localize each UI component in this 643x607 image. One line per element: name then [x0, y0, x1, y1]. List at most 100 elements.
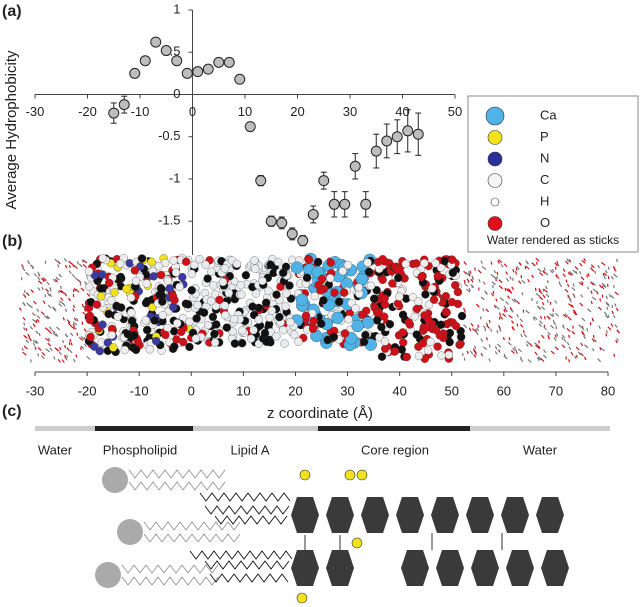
atom	[150, 316, 159, 325]
x-tick-label: 50	[444, 383, 458, 398]
water-stick	[602, 284, 607, 288]
atom	[169, 256, 178, 265]
atom	[264, 286, 273, 296]
water-stick	[550, 324, 555, 329]
water-stick	[581, 332, 586, 336]
water-stick	[23, 322, 26, 326]
water-stick	[43, 315, 49, 320]
x-tick-label: -20	[78, 104, 97, 119]
atom	[210, 290, 220, 299]
water-stick	[554, 262, 559, 267]
water-stick	[480, 338, 484, 342]
water-stick	[519, 323, 524, 328]
sugar	[436, 550, 464, 586]
atom	[424, 300, 434, 309]
atom	[273, 257, 283, 267]
x-tick-label: 30	[340, 383, 354, 398]
panel-label: (b)	[2, 233, 22, 250]
water-stick	[496, 343, 502, 348]
atom	[448, 255, 457, 264]
water-stick	[463, 270, 467, 275]
water-stick	[72, 308, 75, 312]
atom	[435, 331, 444, 340]
water-stick	[533, 316, 538, 321]
water-stick	[511, 326, 516, 331]
water-stick	[463, 261, 467, 266]
x-tick-label: 40	[392, 383, 406, 398]
water-stick	[80, 287, 85, 292]
water-stick	[70, 325, 76, 330]
atom	[366, 281, 376, 290]
atom	[246, 334, 256, 343]
atom	[97, 270, 107, 279]
water-stick	[579, 302, 584, 307]
water-stick	[474, 345, 477, 350]
water-stick	[490, 261, 493, 265]
water-stick	[554, 312, 560, 317]
water-stick	[507, 341, 512, 346]
point	[412, 128, 424, 140]
water-stick	[64, 354, 67, 358]
atom	[249, 326, 258, 335]
atom	[187, 286, 196, 295]
water-stick	[605, 329, 608, 334]
water-stick	[568, 359, 571, 363]
water-stick	[511, 298, 516, 303]
atom	[319, 296, 328, 305]
water-stick	[37, 280, 43, 285]
atom	[395, 292, 404, 301]
legend-label: Ca	[540, 107, 557, 122]
atom	[285, 281, 294, 290]
water-stick	[33, 273, 38, 277]
water-stick	[62, 317, 65, 321]
water-stick	[76, 261, 79, 265]
atom	[355, 272, 369, 286]
atom	[380, 337, 390, 346]
water-stick	[52, 278, 57, 283]
water-stick	[610, 295, 615, 299]
point	[328, 198, 340, 210]
water-stick	[58, 300, 64, 305]
water-stick	[526, 340, 530, 345]
water-stick	[510, 350, 515, 354]
atom	[241, 271, 251, 280]
atom	[115, 259, 125, 268]
water-stick	[581, 259, 586, 264]
panel-label: (a)	[2, 3, 22, 20]
water-stick	[68, 270, 72, 275]
water-stick	[567, 272, 572, 276]
water-stick	[507, 295, 511, 300]
atom	[137, 254, 147, 263]
water-stick	[474, 328, 478, 333]
water-stick	[515, 271, 518, 275]
water-stick	[599, 298, 602, 302]
water-stick	[55, 276, 60, 281]
sugar	[291, 550, 319, 586]
atom	[221, 311, 230, 320]
lipid-tail	[121, 576, 219, 586]
water-stick	[539, 296, 544, 301]
water-stick	[73, 287, 77, 292]
point	[108, 107, 120, 119]
region-label: Water	[523, 442, 558, 457]
water-stick	[590, 300, 593, 305]
atom	[96, 284, 105, 293]
water-stick	[497, 260, 501, 264]
water-stick	[603, 311, 607, 316]
water-stick	[45, 288, 50, 293]
water-stick	[601, 285, 605, 290]
atom	[279, 325, 288, 335]
water-stick	[525, 343, 529, 347]
water-stick	[42, 300, 46, 305]
x-tick-label: -10	[131, 104, 150, 119]
water-stick	[82, 259, 88, 264]
water-stick	[498, 259, 503, 264]
atom	[374, 308, 383, 317]
water-stick	[470, 322, 474, 327]
water-stick	[556, 262, 560, 267]
water-stick	[578, 281, 583, 286]
atom	[232, 259, 242, 269]
point	[213, 56, 225, 68]
atom	[229, 314, 239, 324]
atom	[84, 267, 94, 276]
